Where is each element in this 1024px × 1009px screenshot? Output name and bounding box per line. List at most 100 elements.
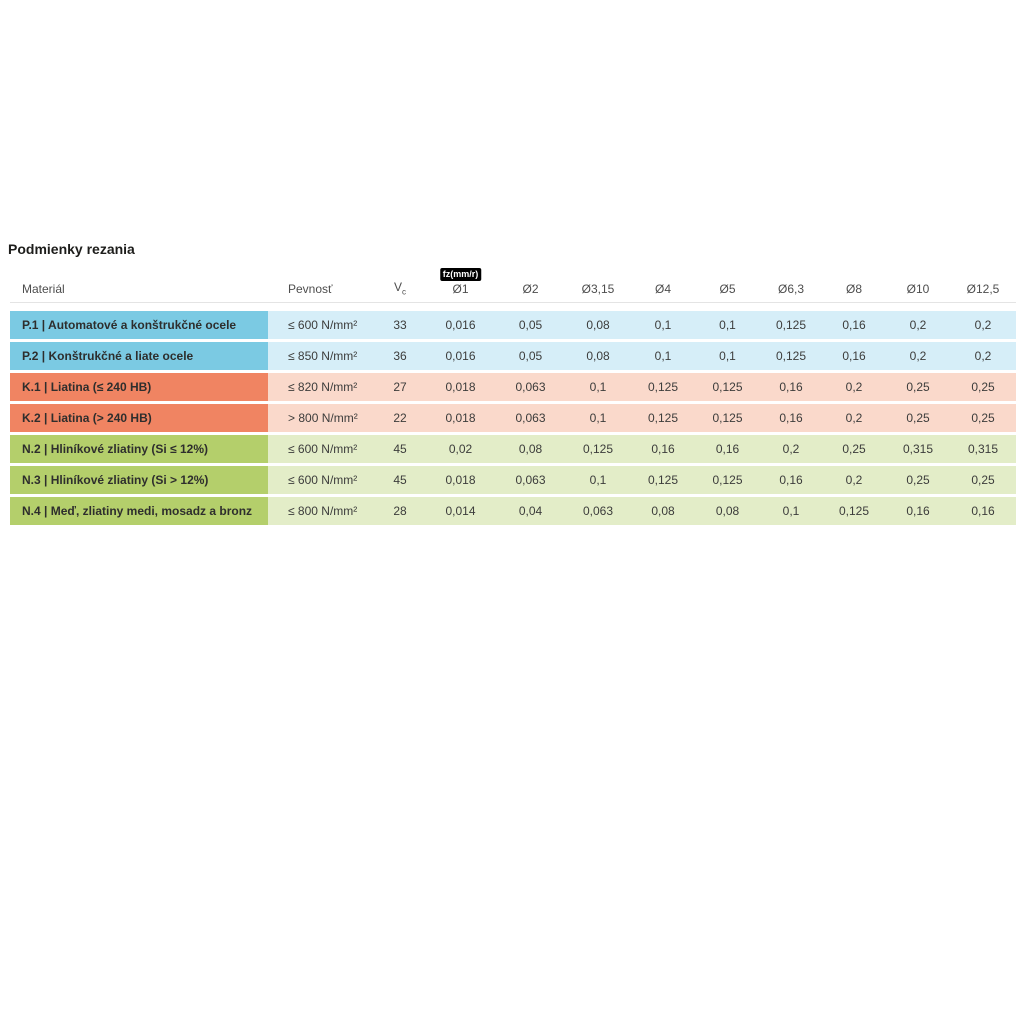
fz-value-cell: 0,16	[822, 342, 886, 371]
fz-value-cell: 0,018	[425, 373, 496, 402]
diameter-label: Ø1	[452, 282, 469, 297]
fz-value-cell: 0,2	[886, 342, 950, 371]
fz-value-cell: 0,125	[760, 342, 822, 371]
column-header-diameter-3-15: Ø3,15	[565, 280, 631, 304]
material-cell: N.4 | Meď, zliatiny medi, mosadz a bronz	[10, 497, 268, 526]
fz-value-cell: 0,1	[565, 373, 631, 402]
fz-value-cell: 0,1	[695, 342, 760, 371]
fz-value-cell: 0,2	[822, 404, 886, 433]
strength-cell: ≤ 600 N/mm²	[268, 435, 375, 464]
material-cell: P.2 | Konštrukčné a liate ocele	[10, 342, 268, 371]
strength-cell: ≤ 850 N/mm²	[268, 342, 375, 371]
vc-symbol: V	[393, 280, 402, 294]
fz-value-cell: 0,16	[760, 404, 822, 433]
fz-unit-badge: fz(mm/r)	[439, 268, 482, 282]
page-title: Podmienky rezania	[8, 241, 135, 257]
fz-value-cell: 0,25	[950, 404, 1016, 433]
material-cell: N.2 | Hliníkové zliatiny (Si ≤ 12%)	[10, 435, 268, 464]
table-body: P.1 | Automatové a konštrukčné ocele ≤ 60…	[10, 306, 1016, 526]
table-row: N.2 | Hliníkové zliatiny (Si ≤ 12%) ≤ 600…	[10, 435, 1016, 464]
strength-cell: ≤ 820 N/mm²	[268, 373, 375, 402]
spacer-cell	[10, 306, 1016, 308]
strength-cell: ≤ 600 N/mm²	[268, 311, 375, 340]
fz-value-cell: 0,02	[425, 435, 496, 464]
fz-value-cell: 0,125	[822, 497, 886, 526]
fz-value-cell: 0,014	[425, 497, 496, 526]
fz-value-cell: 0,25	[886, 404, 950, 433]
column-header-diameter-2: Ø2	[496, 280, 565, 304]
fz-value-cell: 0,063	[565, 497, 631, 526]
strength-cell: > 800 N/mm²	[268, 404, 375, 433]
fz-value-cell: 0,16	[631, 435, 695, 464]
fz-value-cell: 0,125	[695, 404, 760, 433]
fz-value-cell: 0,016	[425, 342, 496, 371]
fz-value-cell: 0,125	[631, 466, 695, 495]
fz-value-cell: 0,1	[565, 466, 631, 495]
material-cell: P.1 | Automatové a konštrukčné ocele	[10, 311, 268, 340]
vc-subscript: c	[402, 287, 406, 297]
vc-cell: 33	[375, 311, 425, 340]
fz-value-cell: 0,16	[822, 311, 886, 340]
column-header-diameter-10: Ø10	[886, 280, 950, 304]
fz-value-cell: 0,08	[631, 497, 695, 526]
cutting-conditions-table: Materiál Pevnosť Vc fz(mm/r) Ø1 Ø2 Ø3,15…	[10, 268, 1016, 528]
fz-value-cell: 0,063	[496, 373, 565, 402]
vc-cell: 28	[375, 497, 425, 526]
fz-value-cell: 0,125	[631, 404, 695, 433]
fz-value-cell: 0,25	[950, 466, 1016, 495]
fz-value-cell: 0,08	[496, 435, 565, 464]
fz-value-cell: 0,16	[695, 435, 760, 464]
fz-value-cell: 0,08	[565, 342, 631, 371]
fz-value-cell: 0,2	[760, 435, 822, 464]
fz-value-cell: 0,125	[695, 466, 760, 495]
fz-value-cell: 0,125	[760, 311, 822, 340]
column-header-strength: Pevnosť	[268, 280, 375, 304]
table-row: K.2 | Liatina (> 240 HB) > 800 N/mm² 22 0,0…	[10, 404, 1016, 433]
table-row: N.3 | Hliníkové zliatiny (Si > 12%) ≤ 600…	[10, 466, 1016, 495]
vc-cell: 36	[375, 342, 425, 371]
fz-value-cell: 0,05	[496, 311, 565, 340]
table-row: P.2 | Konštrukčné a liate ocele ≤ 850 N/m…	[10, 342, 1016, 371]
fz-value-cell: 0,16	[950, 497, 1016, 526]
fz-value-cell: 0,063	[496, 404, 565, 433]
fz-value-cell: 0,1	[760, 497, 822, 526]
column-header-diameter-12-5: Ø12,5	[950, 280, 1016, 304]
fz-value-cell: 0,08	[695, 497, 760, 526]
fz-value-cell: 0,25	[822, 435, 886, 464]
fz-value-cell: 0,1	[631, 342, 695, 371]
fz-value-cell: 0,2	[950, 342, 1016, 371]
column-header-material: Materiál	[10, 280, 268, 304]
fz-value-cell: 0,125	[695, 373, 760, 402]
column-header-diameter-5: Ø5	[695, 280, 760, 304]
fz-value-cell: 0,16	[760, 373, 822, 402]
table-row: P.1 | Automatové a konštrukčné ocele ≤ 60…	[10, 311, 1016, 340]
material-cell: K.2 | Liatina (> 240 HB)	[10, 404, 268, 433]
vc-cell: 45	[375, 435, 425, 464]
fz-value-cell: 0,16	[760, 466, 822, 495]
fz-value-cell: 0,063	[496, 466, 565, 495]
fz-value-cell: 0,315	[886, 435, 950, 464]
vc-cell: 45	[375, 466, 425, 495]
page: Podmienky rezania Materiál Pevnosť Vc fz…	[0, 241, 1024, 528]
fz-value-cell: 0,018	[425, 404, 496, 433]
fz-value-cell: 0,25	[886, 373, 950, 402]
column-header-diameter-6-3: Ø6,3	[760, 280, 822, 304]
fz-value-cell: 0,1	[631, 311, 695, 340]
header-row: Materiál Pevnosť Vc fz(mm/r) Ø1 Ø2 Ø3,15…	[10, 268, 1016, 304]
vc-cell: 27	[375, 373, 425, 402]
fz-value-cell: 0,25	[886, 466, 950, 495]
table-row: N.4 | Meď, zliatiny medi, mosadz a bronz…	[10, 497, 1016, 526]
fz-value-cell: 0,25	[950, 373, 1016, 402]
fz-value-cell: 0,125	[565, 435, 631, 464]
column-header-diameter-1: fz(mm/r) Ø1	[425, 268, 496, 304]
fz-value-cell: 0,2	[886, 311, 950, 340]
column-header-diameter-8: Ø8	[822, 280, 886, 304]
fz-value-cell: 0,016	[425, 311, 496, 340]
fz-value-cell: 0,315	[950, 435, 1016, 464]
fz-value-cell: 0,2	[822, 373, 886, 402]
fz-value-cell: 0,2	[822, 466, 886, 495]
column-header-vc: Vc	[375, 280, 425, 304]
fz-value-cell: 0,08	[565, 311, 631, 340]
header-gap-spacer	[10, 306, 1016, 308]
vc-cell: 22	[375, 404, 425, 433]
